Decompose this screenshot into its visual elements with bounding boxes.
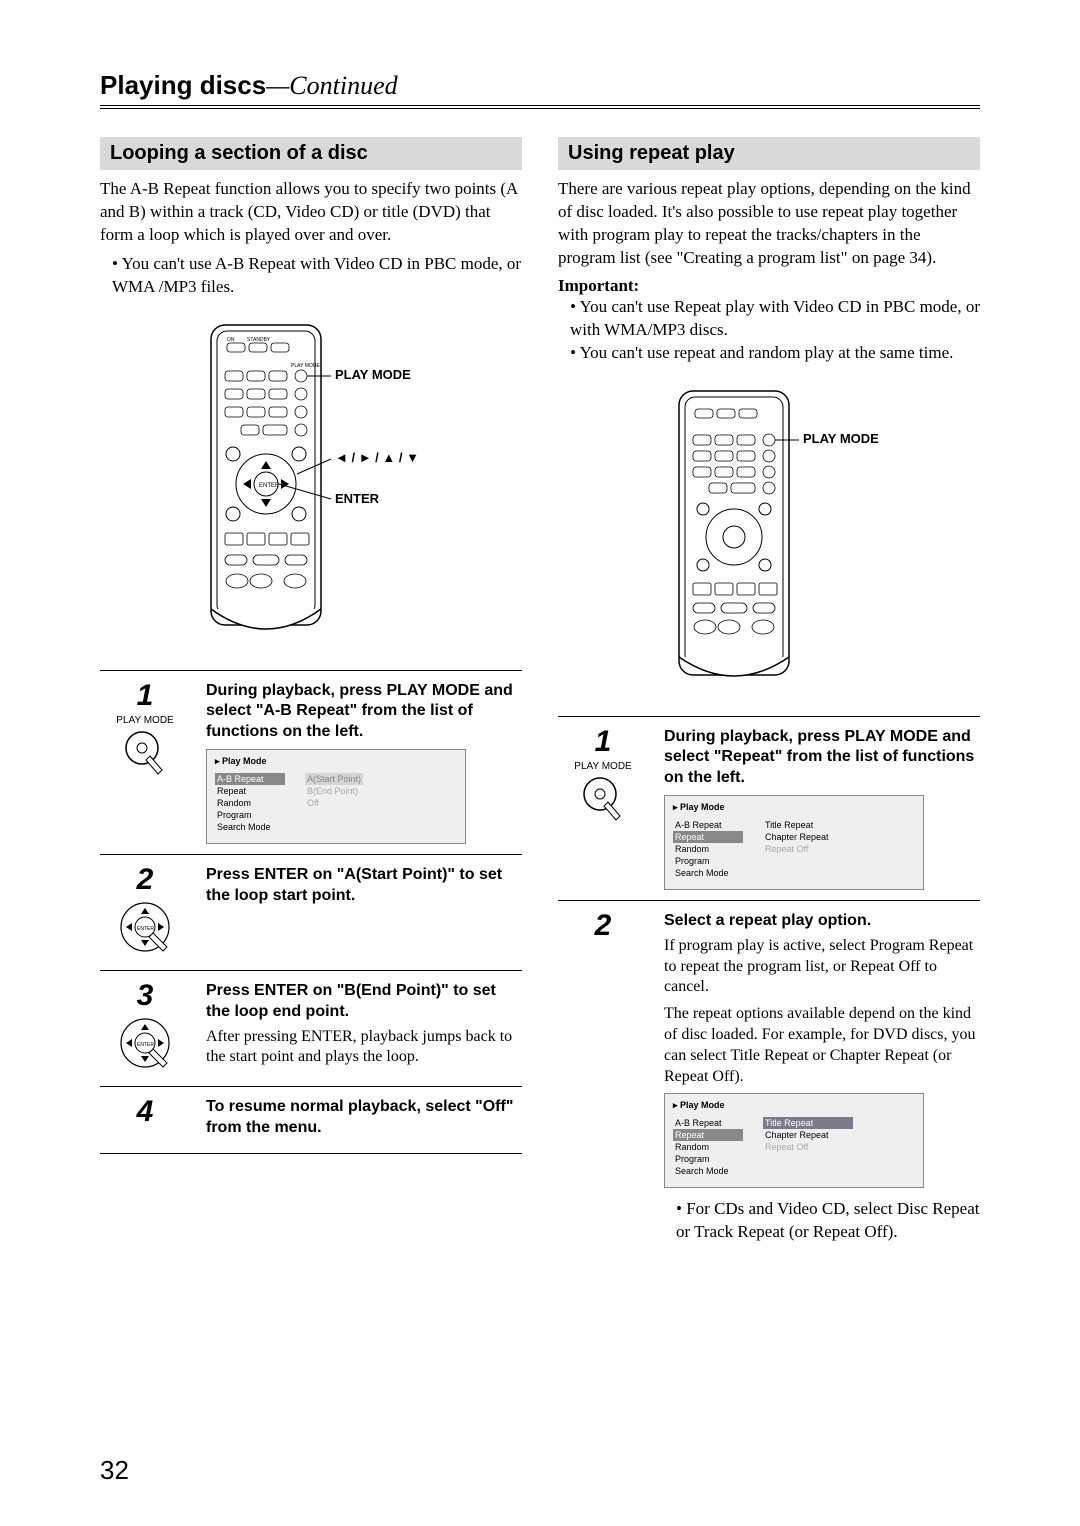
osd-item: Repeat (215, 785, 285, 797)
osd-item: A(Start Point) (305, 773, 363, 785)
step-divider (558, 716, 980, 717)
svg-text:ENTER: ENTER (137, 926, 154, 932)
osd-title: Play Mode (680, 1100, 725, 1110)
note-list: You can't use Repeat play with Video CD … (558, 296, 980, 365)
svg-text:ENTER: ENTER (137, 1042, 154, 1048)
osd-item: Program (673, 1153, 743, 1165)
step-divider (558, 900, 980, 901)
intro-paragraph: The A-B Repeat function allows you to sp… (100, 178, 522, 247)
step-2: 2 ENTER Press ENTER on "A(Start Point)" … (100, 865, 522, 960)
note-list: For CDs and Video CD, select Disc Repeat… (664, 1198, 980, 1244)
callout-play-mode: PLAY MODE (335, 367, 411, 382)
callout-arrows: ◄ / ► / ▲ / ▼ (335, 450, 419, 465)
osd-item: A-B Repeat (215, 773, 285, 785)
svg-text:ON: ON (227, 337, 235, 343)
osd-item: Chapter Repeat (763, 831, 831, 843)
step-4: 4 To resume normal playback, select "Off… (100, 1097, 522, 1143)
enter-button-icon: ENTER (117, 1015, 173, 1071)
step-number: 2 (558, 911, 648, 941)
osd-item: Repeat Off (763, 1141, 853, 1153)
osd-item: Program (215, 809, 285, 821)
osd-item: Repeat Off (763, 843, 831, 855)
step-1-right: 1 PLAY MODE During playback, press PLAY … (558, 727, 980, 890)
osd-item: Program (673, 855, 743, 867)
page-number: 32 (100, 1455, 129, 1486)
remote-illustration: ON STANDBY PLAY MODE PLAY MODE (100, 319, 522, 644)
section-header-looping: Looping a section of a disc (100, 137, 522, 170)
osd-playmode-ab: ▸ Play Mode A-B Repeat Repeat Random Pro… (206, 749, 466, 844)
step-heading: Press ENTER on "B(End Point)" to set the… (206, 981, 522, 1023)
osd-item: Search Mode (673, 1165, 743, 1177)
step-heading: During playback, press PLAY MODE and sel… (206, 681, 522, 743)
step-caption: PLAY MODE (558, 761, 648, 772)
section-header-repeat: Using repeat play (558, 137, 980, 170)
callout-play-mode: PLAY MODE (803, 431, 879, 446)
osd-item: Chapter Repeat (763, 1129, 853, 1141)
osd-item: Repeat (673, 831, 743, 843)
play-mode-button-icon (120, 730, 170, 776)
note-item: You can't use repeat and random play at … (570, 342, 980, 365)
note-item: For CDs and Video CD, select Disc Repeat… (676, 1198, 980, 1244)
left-column: Looping a section of a disc The A-B Repe… (100, 137, 522, 1254)
svg-text:PLAY MODE: PLAY MODE (291, 363, 320, 369)
step-divider (100, 970, 522, 971)
step-text: The repeat options available depend on t… (664, 1004, 980, 1087)
osd-item: Off (305, 797, 363, 809)
two-column-layout: Looping a section of a disc The A-B Repe… (100, 137, 980, 1254)
note-list: You can't use A-B Repeat with Video CD i… (100, 253, 522, 299)
enter-button-icon: ENTER (117, 899, 173, 955)
osd-item: Random (673, 843, 743, 855)
osd-item: B(End Point) (305, 785, 363, 797)
step-caption: PLAY MODE (100, 715, 190, 726)
osd-item: Title Repeat (763, 819, 831, 831)
osd-item: Search Mode (215, 821, 285, 833)
step-text: If program play is active, select Progra… (664, 936, 980, 998)
osd-item: Search Mode (673, 867, 743, 879)
osd-item: A-B Repeat (673, 819, 743, 831)
step-divider (100, 1086, 522, 1087)
step-3: 3 ENTER Press ENTER on "B(End Point)" to… (100, 981, 522, 1076)
page-header: Playing discs—Continued (100, 70, 980, 109)
osd-item: Title Repeat (763, 1117, 853, 1129)
step-text: After pressing ENTER, playback jumps bac… (206, 1027, 522, 1069)
step-divider (100, 854, 522, 855)
step-1: 1 PLAY MODE During playback, press PLAY … (100, 681, 522, 844)
osd-item: A-B Repeat (673, 1117, 743, 1129)
step-2-right: 2 Select a repeat play option. If progra… (558, 911, 980, 1244)
osd-playmode-repeat-2: ▸ Play Mode A-B Repeat Repeat Random Pro… (664, 1093, 924, 1188)
osd-title: Play Mode (680, 802, 725, 812)
page-title: Playing discs (100, 70, 266, 100)
step-number: 1 (558, 727, 648, 757)
step-heading: Press ENTER on "A(Start Point)" to set t… (206, 865, 522, 907)
step-heading: Select a repeat play option. (664, 911, 980, 932)
remote-svg: ON STANDBY PLAY MODE PLAY MODE (171, 319, 451, 639)
osd-item: Random (215, 797, 285, 809)
note-item: You can't use Repeat play with Video CD … (570, 296, 980, 342)
step-heading: During playback, press PLAY MODE and sel… (664, 727, 980, 789)
svg-text:STANDBY: STANDBY (247, 337, 271, 343)
remote-svg: PLAY MODE (639, 385, 899, 685)
step-heading: To resume normal playback, select "Off" … (206, 1097, 522, 1139)
step-divider (100, 1153, 522, 1154)
svg-text:ENTER: ENTER (259, 483, 280, 489)
step-number: 3 (100, 981, 190, 1011)
osd-playmode-repeat-1: ▸ Play Mode A-B Repeat Repeat Random Pro… (664, 795, 924, 890)
remote-illustration: PLAY MODE (558, 385, 980, 690)
step-divider (100, 670, 522, 671)
intro-paragraph: There are various repeat play options, d… (558, 178, 980, 270)
step-number: 4 (100, 1097, 190, 1127)
step-number: 1 (100, 681, 190, 711)
note-item: You can't use A-B Repeat with Video CD i… (112, 253, 522, 299)
osd-title: Play Mode (222, 756, 267, 766)
page-title-suffix: —Continued (266, 71, 397, 100)
play-mode-button-icon (578, 776, 628, 822)
important-label: Important: (558, 276, 980, 296)
callout-enter: ENTER (335, 491, 380, 506)
right-column: Using repeat play There are various repe… (558, 137, 980, 1254)
osd-item: Repeat (673, 1129, 743, 1141)
osd-item: Random (673, 1141, 743, 1153)
step-number: 2 (100, 865, 190, 895)
